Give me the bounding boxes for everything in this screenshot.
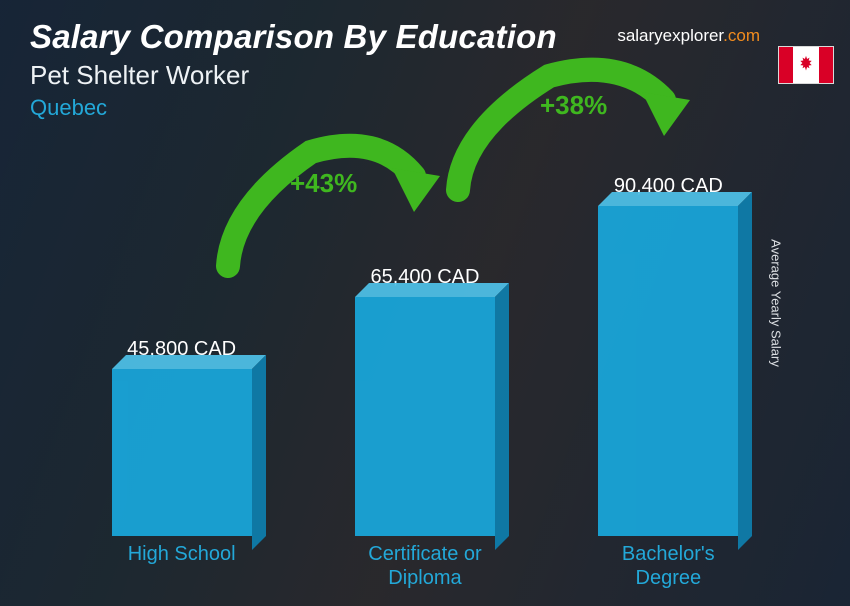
chart-title: Salary Comparison By Education — [30, 18, 557, 56]
brand-suffix: .com — [723, 26, 760, 45]
bar-group: 45,800 CAD — [82, 338, 282, 536]
x-axis-labels: High School Certificate orDiploma Bachelor… — [60, 542, 790, 590]
x-axis-label: Bachelor'sDegree — [568, 542, 768, 590]
chart-subtitle: Pet Shelter Worker — [30, 60, 557, 91]
bar-group: 90,400 CAD — [568, 175, 768, 536]
bar — [112, 369, 252, 536]
x-axis-label: High School — [82, 542, 282, 590]
maple-leaf-icon — [795, 54, 817, 76]
bar — [355, 297, 495, 536]
bar — [598, 206, 738, 536]
x-axis-label: Certificate orDiploma — [325, 542, 525, 590]
brand-watermark: salaryexplorer.com — [617, 26, 760, 46]
increase-percent-label: +43% — [290, 168, 357, 199]
canada-flag-icon — [778, 46, 834, 84]
bar-chart: 45,800 CAD65,400 CAD90,400 CAD — [60, 136, 790, 536]
header: Salary Comparison By Education Pet Shelt… — [30, 18, 557, 121]
brand-prefix: salaryexplorer — [617, 26, 723, 45]
chart-region: Quebec — [30, 95, 557, 121]
bar-group: 65,400 CAD — [325, 266, 525, 536]
increase-percent-label: +38% — [540, 90, 607, 121]
